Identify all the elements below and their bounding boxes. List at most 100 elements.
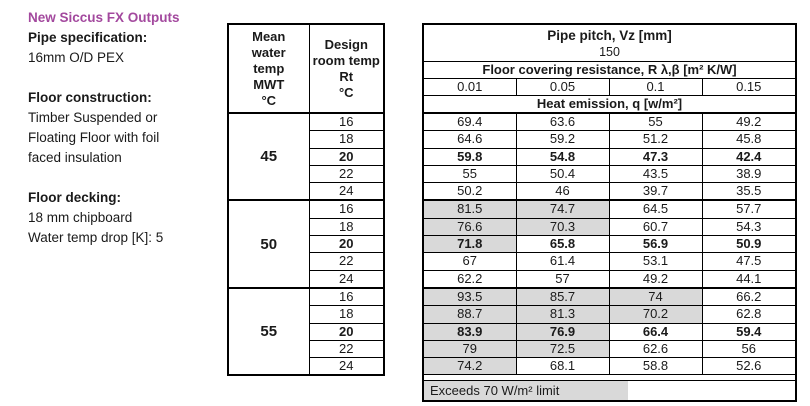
resistance-value: 0.01 <box>422 78 517 96</box>
heat-emission-value: 60.7 <box>608 217 703 237</box>
heat-emission-value: 56.9 <box>608 235 703 254</box>
heat-emission-row: 50.2 46 39.7 35.5 <box>422 182 797 201</box>
heat-emission-value: 64.5 <box>608 199 703 219</box>
legend-row: Exceeds 70 W/m² limit <box>422 380 797 402</box>
info-heading: Pipe specification: <box>28 30 148 45</box>
info-heading: Floor decking: <box>28 190 122 205</box>
rt-value: 24 <box>308 269 385 289</box>
heat-emission-value: 35.5 <box>701 182 797 201</box>
heat-emission-value: 70.2 <box>608 305 703 324</box>
heat-emission-value: 46 <box>515 182 610 201</box>
pipe-pitch-header-cell: Pipe pitch, Vz [mm] 150 <box>422 23 797 62</box>
info-section: Pipe specification: 16mm O/D PEX <box>28 28 223 68</box>
resistance-header: Floor covering resistance, R λ,β [m² K/W… <box>422 61 797 79</box>
heat-emission-value: 43.5 <box>608 164 703 184</box>
info-line: 16mm O/D PEX <box>28 50 125 65</box>
heat-emission-value: 74.7 <box>515 199 610 219</box>
temperature-row: 20 <box>228 322 385 341</box>
heat-emission-value: 49.2 <box>701 112 797 132</box>
temperature-table-header-row: Mean water temp MWT °C Design room temp … <box>227 23 385 114</box>
heat-emission-value: 76.9 <box>515 322 610 341</box>
temperature-row: 55 16 <box>227 286 385 376</box>
heat-emission-value: 63.6 <box>515 112 610 132</box>
heat-emission-value: 62.6 <box>608 339 703 359</box>
heat-emission-row: 62.2 57 49.2 44.1 <box>422 269 797 289</box>
heat-emission-value: 42.4 <box>701 147 797 166</box>
info-line: 18 mm chipboard <box>28 210 133 225</box>
heat-emission-value: 68.1 <box>515 357 610 376</box>
info-panel: New Siccus FX Outputs Pipe specification… <box>28 8 223 248</box>
temperature-row: 45 16 <box>227 111 385 201</box>
page-title: New Siccus FX Outputs <box>28 10 180 25</box>
mean-water-temp-header: Mean water temp MWT °C <box>227 23 310 114</box>
rt-value: 16 <box>308 112 385 132</box>
rt-value: 16 <box>308 286 385 307</box>
mwt-value: 55 <box>227 286 310 376</box>
heat-emission-value: 54.8 <box>515 147 610 166</box>
heat-emission-value: 39.7 <box>608 182 703 201</box>
info-line: Water temp drop [K]: 5 <box>28 230 164 245</box>
info-section: Floor construction: Timber Suspended or Fl… <box>28 88 223 168</box>
heat-emission-value: 58.8 <box>608 357 703 376</box>
heat-emission-value: 70.3 <box>515 217 610 237</box>
temperature-row: 22 <box>228 164 385 184</box>
info-line: Timber Suspended or <box>28 110 158 125</box>
heat-emission-value: 85.7 <box>515 286 610 307</box>
temperature-row: 22 <box>228 339 385 359</box>
heat-emission-row: 76.6 70.3 60.7 54.3 <box>422 217 797 237</box>
temperature-table: Mean water temp MWT °C Design room temp … <box>227 23 385 377</box>
heat-emission-value: 71.8 <box>422 235 517 254</box>
spacer-row <box>422 374 797 382</box>
resistance-value: 0.1 <box>608 78 703 96</box>
info-line: faced insulation <box>28 150 122 165</box>
heat-emission-value: 50.2 <box>422 182 517 201</box>
heat-emission-row: 59.8 54.8 47.3 42.4 <box>422 147 797 166</box>
heat-emission-value: 61.4 <box>515 252 610 271</box>
heat-emission-value: 66.4 <box>608 322 703 341</box>
heat-emission-row: 88.7 81.3 70.2 62.8 <box>422 305 797 324</box>
heat-emission-value: 59.4 <box>701 322 797 341</box>
resistance-value: 0.05 <box>515 78 610 96</box>
heat-emission-value: 64.6 <box>422 130 517 149</box>
heat-emission-value: 47.3 <box>608 147 703 166</box>
temperature-row: 18 <box>228 130 385 149</box>
rt-value: 22 <box>308 164 385 184</box>
heat-emission-row: 69.4 63.6 55 49.2 <box>422 112 797 132</box>
mwt-value: 50 <box>227 199 310 289</box>
rt-value: 22 <box>308 252 385 271</box>
heat-emission-value: 88.7 <box>422 305 517 324</box>
mwt-value: 45 <box>227 111 310 201</box>
heat-emission-value: 57 <box>515 269 610 289</box>
rt-value: 24 <box>308 357 385 376</box>
heat-emission-value: 83.9 <box>422 322 517 341</box>
heat-emission-header: Heat emission, q [w/m²] <box>422 95 797 114</box>
heat-emission-value: 55 <box>422 164 517 184</box>
exceeds-limit-legend: Exceeds 70 W/m² limit <box>424 381 629 401</box>
heat-emission-value: 45.8 <box>701 130 797 149</box>
temperature-row: 20 <box>228 147 385 166</box>
info-line: Floating Floor with foil <box>28 130 160 145</box>
heat-emission-value: 44.1 <box>701 269 797 289</box>
heat-emission-value: 74.2 <box>422 357 517 376</box>
heat-emission-table: Pipe pitch, Vz [mm] 150 Floor covering r… <box>422 23 798 403</box>
temperature-row: 20 <box>228 235 385 254</box>
legend-cell: Exceeds 70 W/m² limit <box>422 380 797 402</box>
heat-emission-value: 57.7 <box>701 199 797 219</box>
heat-emission-value: 69.4 <box>422 112 517 132</box>
heat-emission-value: 49.2 <box>608 269 703 289</box>
heat-emission-value: 59.2 <box>515 130 610 149</box>
heat-emission-row: 79 72.5 62.6 56 <box>422 339 797 359</box>
heat-emission-value: 50.9 <box>701 235 797 254</box>
heat-emission-value: 51.2 <box>608 130 703 149</box>
heat-emission-header-row: Heat emission, q [w/m²] <box>422 95 797 114</box>
heat-emission-row: 67 61.4 53.1 47.5 <box>422 252 797 271</box>
heat-emission-value: 81.5 <box>422 199 517 219</box>
temperature-row: 18 <box>228 217 385 237</box>
rt-value: 20 <box>308 147 385 166</box>
rt-value: 16 <box>308 199 385 219</box>
heat-emission-value: 50.4 <box>515 164 610 184</box>
rt-value: 18 <box>308 217 385 237</box>
resistance-value: 0.15 <box>701 78 797 96</box>
heat-emission-value: 66.2 <box>701 286 797 307</box>
heat-emission-value: 56 <box>701 339 797 359</box>
